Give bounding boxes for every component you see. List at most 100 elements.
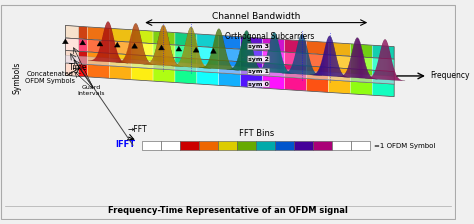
Polygon shape	[280, 49, 281, 73]
Polygon shape	[150, 62, 151, 65]
Polygon shape	[290, 67, 291, 74]
Polygon shape	[275, 32, 276, 73]
Polygon shape	[357, 38, 358, 78]
Polygon shape	[317, 74, 318, 75]
Polygon shape	[237, 58, 238, 70]
Polygon shape	[381, 47, 382, 80]
Polygon shape	[351, 53, 352, 78]
Polygon shape	[204, 65, 205, 68]
Polygon shape	[175, 62, 176, 66]
Polygon shape	[228, 61, 229, 70]
Polygon shape	[207, 67, 208, 68]
Polygon shape	[216, 30, 218, 69]
Polygon shape	[97, 41, 103, 46]
Polygon shape	[169, 41, 170, 66]
Polygon shape	[286, 69, 287, 73]
Polygon shape	[127, 47, 128, 63]
Polygon shape	[392, 60, 393, 80]
Polygon shape	[176, 63, 177, 66]
Polygon shape	[349, 62, 350, 78]
Polygon shape	[338, 65, 339, 77]
Polygon shape	[256, 62, 257, 71]
Polygon shape	[278, 40, 279, 73]
Polygon shape	[159, 32, 160, 65]
Polygon shape	[209, 68, 210, 69]
Polygon shape	[328, 80, 350, 94]
Polygon shape	[131, 55, 153, 69]
Polygon shape	[322, 56, 323, 76]
Bar	[161, 141, 180, 151]
Polygon shape	[317, 71, 318, 75]
Polygon shape	[257, 65, 258, 71]
Polygon shape	[388, 43, 389, 80]
Polygon shape	[398, 78, 399, 81]
Polygon shape	[130, 35, 131, 63]
Polygon shape	[119, 56, 120, 63]
Polygon shape	[370, 76, 371, 79]
Polygon shape	[177, 65, 178, 66]
Polygon shape	[254, 56, 255, 71]
Polygon shape	[225, 45, 226, 69]
Polygon shape	[374, 70, 375, 79]
Polygon shape	[131, 30, 132, 63]
Polygon shape	[190, 27, 191, 67]
Polygon shape	[285, 67, 286, 73]
Text: sym 1: sym 1	[248, 69, 269, 74]
Polygon shape	[227, 54, 228, 70]
Polygon shape	[160, 29, 161, 65]
Polygon shape	[288, 71, 289, 73]
Polygon shape	[289, 69, 290, 74]
Polygon shape	[318, 69, 319, 75]
Polygon shape	[367, 70, 368, 79]
Polygon shape	[210, 53, 211, 69]
Bar	[351, 141, 370, 151]
Polygon shape	[371, 76, 373, 79]
Polygon shape	[369, 78, 370, 79]
Polygon shape	[214, 36, 215, 69]
Polygon shape	[179, 66, 181, 67]
Polygon shape	[221, 33, 222, 69]
Polygon shape	[151, 60, 152, 65]
Polygon shape	[238, 55, 239, 70]
Polygon shape	[259, 69, 260, 72]
Polygon shape	[229, 63, 231, 70]
Polygon shape	[177, 63, 178, 66]
Polygon shape	[342, 76, 343, 77]
Polygon shape	[148, 62, 150, 65]
Polygon shape	[175, 32, 197, 46]
Polygon shape	[121, 60, 122, 63]
Polygon shape	[206, 67, 207, 68]
Polygon shape	[340, 76, 342, 77]
Polygon shape	[239, 51, 240, 70]
Polygon shape	[211, 49, 212, 69]
Text: FFT Bins: FFT Bins	[238, 129, 274, 138]
Polygon shape	[373, 75, 374, 79]
Polygon shape	[251, 42, 252, 71]
Polygon shape	[244, 32, 245, 71]
Polygon shape	[294, 54, 295, 74]
Polygon shape	[274, 32, 275, 73]
Polygon shape	[370, 77, 371, 79]
Polygon shape	[283, 61, 284, 73]
Polygon shape	[325, 43, 326, 76]
Polygon shape	[263, 71, 264, 72]
Polygon shape	[197, 71, 219, 85]
Polygon shape	[250, 38, 251, 71]
Polygon shape	[343, 74, 344, 77]
Polygon shape	[87, 39, 109, 53]
Polygon shape	[102, 33, 103, 62]
Polygon shape	[87, 64, 109, 78]
Polygon shape	[215, 32, 216, 69]
Bar	[218, 141, 237, 151]
Polygon shape	[293, 58, 294, 74]
Polygon shape	[226, 50, 227, 69]
Polygon shape	[132, 27, 133, 63]
Polygon shape	[295, 50, 296, 74]
Polygon shape	[262, 71, 263, 72]
Polygon shape	[314, 71, 315, 75]
Polygon shape	[331, 37, 332, 76]
Polygon shape	[282, 57, 283, 73]
Polygon shape	[328, 67, 350, 81]
Polygon shape	[356, 38, 357, 78]
Polygon shape	[158, 37, 159, 65]
